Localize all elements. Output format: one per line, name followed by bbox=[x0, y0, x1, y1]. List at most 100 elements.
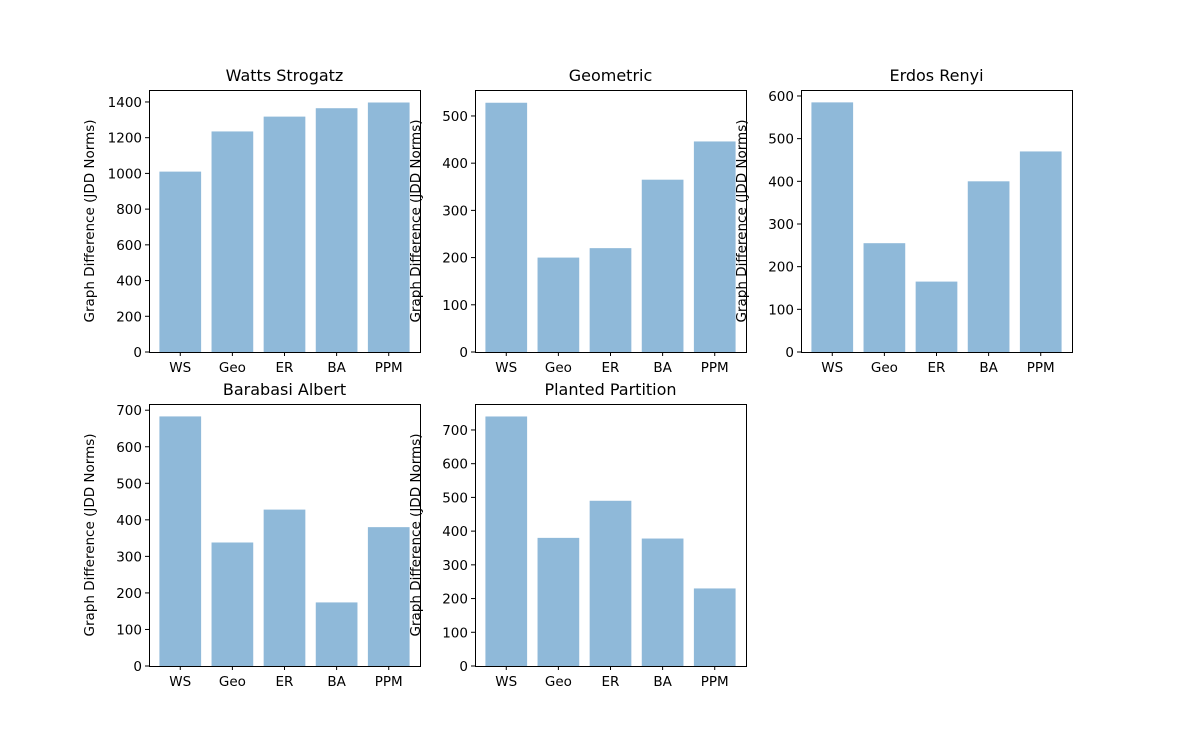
y-tick-label: 600 bbox=[116, 238, 142, 254]
x-tick-label: ER bbox=[928, 360, 946, 376]
y-tick-label: 100 bbox=[442, 298, 468, 314]
y-tick-label: 200 bbox=[768, 260, 794, 276]
bar-ba bbox=[641, 538, 684, 666]
y-tick-label: 200 bbox=[116, 586, 142, 602]
y-tick-label: 400 bbox=[116, 274, 142, 290]
y-tick-label: 600 bbox=[116, 440, 142, 456]
bar-ba bbox=[967, 181, 1010, 352]
bar-ws bbox=[485, 416, 528, 666]
subplot-3: 0 100 200 300 400 500 600 WS Geo ER BA PPM Erdos Ren… bbox=[734, 66, 1073, 376]
y-tick-label: 100 bbox=[116, 622, 142, 638]
bar-ba bbox=[315, 602, 358, 666]
y-tick-label: 200 bbox=[116, 309, 142, 325]
y-tick-label: 300 bbox=[768, 217, 794, 233]
x-tick-label: WS bbox=[821, 360, 843, 376]
x-tick-label: BA bbox=[327, 674, 346, 690]
y-tick-label: 600 bbox=[768, 89, 794, 105]
y-tick-label: 800 bbox=[116, 202, 142, 218]
x-tick-label: ER bbox=[276, 360, 294, 376]
bar-ws bbox=[159, 416, 202, 666]
y-tick-label: 500 bbox=[768, 132, 794, 148]
y-tick-label: 400 bbox=[442, 524, 468, 540]
y-tick-label: 700 bbox=[442, 423, 468, 439]
y-tick-label: 300 bbox=[442, 558, 468, 574]
bar-er bbox=[589, 500, 632, 666]
x-tick-label: PPM bbox=[701, 360, 729, 376]
y-tick-label: 0 bbox=[459, 345, 468, 361]
bar-ppm bbox=[367, 527, 410, 666]
bar-ba bbox=[315, 108, 358, 352]
y-axis-label: Graph Difference (JDD Norms) bbox=[82, 433, 98, 636]
x-tick-label: WS bbox=[169, 674, 191, 690]
y-tick-label: 0 bbox=[785, 345, 794, 361]
y-tick-label: 500 bbox=[442, 109, 468, 125]
subplot-5: 0 100 200 300 400 500 600 700 WS Geo ER BA PPM Plante… bbox=[408, 380, 747, 690]
bar-ppm bbox=[693, 588, 736, 666]
x-tick-label: Geo bbox=[871, 360, 898, 376]
y-tick-label: 0 bbox=[133, 659, 142, 675]
x-tick-label: Geo bbox=[219, 360, 246, 376]
x-tick-label: PPM bbox=[1027, 360, 1055, 376]
bar-geo bbox=[537, 257, 580, 352]
chart-title: Barabasi Albert bbox=[223, 380, 346, 399]
bar-er bbox=[915, 281, 958, 352]
y-tick-label: 300 bbox=[116, 549, 142, 565]
bar-ppm bbox=[1019, 151, 1062, 352]
chart-title: Planted Partition bbox=[544, 380, 676, 399]
x-tick-label: BA bbox=[327, 360, 346, 376]
chart-title: Geometric bbox=[569, 66, 653, 85]
bar-ppm bbox=[367, 102, 410, 352]
subplot-1: 0 200 400 600 800 1000 1200 1400 WS Geo ER BA PPM Wat… bbox=[82, 66, 421, 376]
bar-er bbox=[589, 248, 632, 352]
bar-geo bbox=[211, 542, 254, 666]
bar-geo bbox=[537, 537, 580, 666]
y-tick-label: 1000 bbox=[108, 166, 142, 182]
y-tick-label: 400 bbox=[116, 513, 142, 529]
y-tick-label: 300 bbox=[442, 203, 468, 219]
bar-ppm bbox=[693, 141, 736, 352]
bar-ws bbox=[485, 102, 528, 353]
x-tick-label: BA bbox=[653, 674, 672, 690]
bar-er bbox=[263, 509, 306, 666]
y-axis-label: Graph Difference (JDD Norms) bbox=[734, 119, 750, 322]
x-tick-label: PPM bbox=[375, 360, 403, 376]
x-tick-label: PPM bbox=[375, 674, 403, 690]
y-tick-label: 1400 bbox=[108, 95, 142, 111]
y-axis-label: Graph Difference (JDD Norms) bbox=[82, 119, 98, 322]
y-tick-label: 1200 bbox=[108, 131, 142, 147]
x-tick-label: Geo bbox=[545, 674, 572, 690]
bar-geo bbox=[211, 131, 254, 352]
y-tick-label: 0 bbox=[133, 345, 142, 361]
bar-ws bbox=[159, 171, 202, 352]
bar-geo bbox=[863, 243, 906, 352]
y-tick-label: 400 bbox=[442, 156, 468, 172]
x-tick-label: WS bbox=[169, 360, 191, 376]
x-tick-label: Geo bbox=[219, 674, 246, 690]
y-tick-label: 200 bbox=[442, 251, 468, 267]
bar-ba bbox=[641, 179, 684, 352]
y-tick-label: 100 bbox=[442, 625, 468, 641]
x-tick-label: ER bbox=[602, 674, 620, 690]
y-tick-label: 500 bbox=[442, 490, 468, 506]
chart-title: Erdos Renyi bbox=[889, 66, 983, 85]
subplot-4: 0 100 200 300 400 500 600 700 WS Geo ER BA PPM Baraba… bbox=[82, 380, 421, 690]
x-tick-label: WS bbox=[495, 674, 517, 690]
bar-er bbox=[263, 116, 306, 352]
y-tick-label: 400 bbox=[768, 174, 794, 190]
chart-title: Watts Strogatz bbox=[226, 66, 344, 85]
y-tick-label: 0 bbox=[459, 659, 468, 675]
y-tick-label: 200 bbox=[442, 592, 468, 608]
x-tick-label: Geo bbox=[545, 360, 572, 376]
y-tick-label: 500 bbox=[116, 476, 142, 492]
x-tick-label: WS bbox=[495, 360, 517, 376]
x-tick-label: ER bbox=[276, 674, 294, 690]
x-tick-label: PPM bbox=[701, 674, 729, 690]
bar-ws bbox=[811, 102, 854, 352]
y-tick-label: 100 bbox=[768, 302, 794, 318]
subplot-2: 0 100 200 300 400 500 WS Geo ER BA PPM Geometric Gra… bbox=[408, 66, 747, 376]
y-tick-label: 600 bbox=[442, 457, 468, 473]
x-tick-label: BA bbox=[979, 360, 998, 376]
y-axis-label: Graph Difference (JDD Norms) bbox=[408, 433, 424, 636]
x-tick-label: BA bbox=[653, 360, 672, 376]
